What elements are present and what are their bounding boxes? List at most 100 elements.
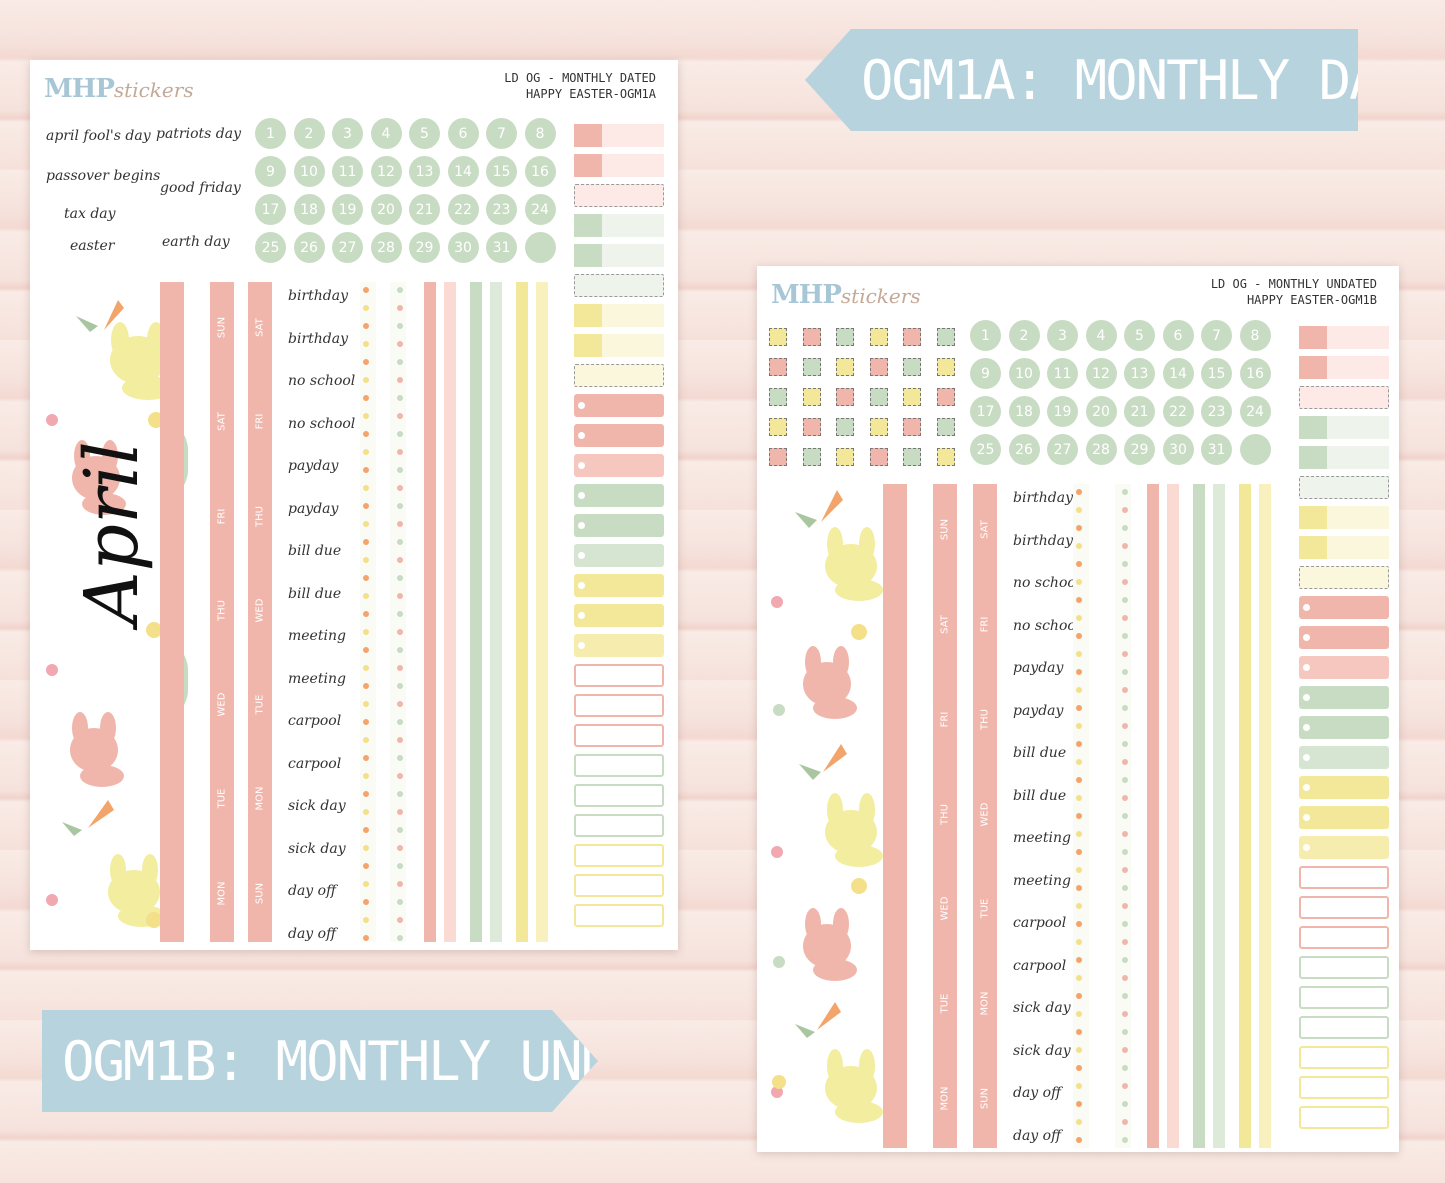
checkbox-sticker [836,418,854,436]
weekday-label: SUN [939,518,951,541]
date-dot: 4 [370,118,402,149]
checkbox-sticker [869,328,888,346]
washi-print-dot [1122,885,1128,891]
washi-print-dot [397,701,403,707]
checkbox-sticker-grid [769,328,957,466]
sticker-sheet-dated: MHPstickers LD OG - MONTHLY DATED HAPPY … [30,60,678,950]
checkbox-sticker [903,328,921,346]
word-sticker: sick day [288,798,346,814]
word-sticker: no school [1013,617,1081,634]
dashed-label-sticker [1299,386,1389,409]
washi-strip-pink [424,282,436,942]
weekday-strip: SUN SAT FRI THU WED TUE MON [933,484,957,1148]
washi-print-dot [397,845,403,851]
word-sticker: sick day [1013,1000,1071,1016]
washi-print-dot [397,395,403,401]
washi-print-dot [397,863,403,869]
washi-print-dot [397,305,403,311]
date-dot: 26 [1008,434,1040,465]
date-dot: 25 [255,232,286,263]
word-sticker: day off [288,925,337,942]
date-dot: 3 [1047,320,1078,351]
date-dot: 30 [1162,434,1194,465]
word-sticker: birthday [1013,490,1073,506]
weekday-label: TUE [979,899,991,919]
flag-sticker [574,394,664,417]
washi-strip-green-light [1213,484,1225,1148]
date-dot: 18 [293,194,325,225]
date-dot: 25 [970,434,1001,465]
holiday-sticker: passover begins [46,168,161,184]
date-dot: 3 [332,118,363,149]
washi-print-dot [1076,489,1082,495]
date-dot: 24 [524,194,556,225]
washi-print-dot [397,737,403,743]
washi-print-dot [1076,1137,1082,1143]
washi-print-dot [397,359,403,365]
washi-print-dot [1122,1065,1128,1071]
date-dot: 8 [1239,320,1271,351]
washi-print-dot [1076,939,1082,945]
washi-print-dot [397,413,403,419]
date-dot: 18 [1008,396,1040,427]
washi-strip-yellow [516,282,528,942]
weekday-label: TUE [939,993,951,1014]
washi-print-dot [363,539,369,545]
word-sticker: birthday [288,330,348,347]
washi-print-dot [363,287,369,293]
washi-print-dot [1122,651,1128,657]
tab-label-sticker [1299,356,1389,379]
word-sticker: meeting [1013,830,1071,846]
dashed-label-sticker [574,364,664,387]
date-dot: 1 [255,118,286,149]
washi-print-dot [1076,543,1082,549]
washi-print-dot [397,917,403,923]
weekday-label: SAT [939,614,951,634]
washi-print-dot [1076,1029,1082,1035]
word-sticker: birthday [1013,532,1073,549]
dashed-label-sticker [574,274,664,297]
washi-print-dot [363,377,369,383]
washi-strip-green-light [490,282,502,942]
date-dot: 6 [1162,320,1194,351]
checkbox-sticker [936,328,955,346]
washi-print-dot [363,935,369,941]
weekday-label: MON [254,786,266,811]
holiday-sticker: april fool's day [46,128,151,144]
washi-print-dot [397,521,403,527]
washi-print-dot [1122,759,1128,765]
date-dot: 15 [1201,358,1232,389]
date-dot: 14 [447,156,479,187]
word-sticker: payday [1013,702,1064,719]
checkbox-sticker [903,358,921,376]
washi-print-dot [397,575,403,581]
word-sticker: bill due [288,585,342,602]
flag-sticker [574,484,664,507]
checkbox-sticker [936,448,955,466]
word-sticker: day off [1013,1085,1062,1101]
checkbox-sticker [802,388,821,406]
date-dot: 31 [1201,434,1232,465]
washi-print-strips [1073,484,1131,1148]
washi-print-dot [1122,1137,1128,1143]
washi-print-dot [363,557,369,563]
washi-print-dot [397,539,403,545]
washi-print-dot [1122,615,1128,621]
flag-sticker [1299,656,1389,679]
washi-print-dot [1122,723,1128,729]
washi-strip-pink-light [444,282,456,942]
date-dot: 21 [1124,396,1155,427]
washi-print-dot [397,449,403,455]
label-sticker-column [574,124,664,927]
flag-sticker [574,574,664,597]
weekday-label: SUN [979,1088,991,1110]
product-banner-dated: OGM1A: MONTHLY DATED [805,29,1358,131]
date-dot: 16 [524,156,556,187]
washi-print-dot [1122,669,1128,675]
washi-print-dot [1122,939,1128,945]
tab-label-sticker [1299,536,1389,559]
weekday-label: WED [254,598,266,623]
washi-print-dot [397,593,403,599]
dashed-label-sticker [1299,566,1389,589]
washi-print-dot [397,809,403,815]
